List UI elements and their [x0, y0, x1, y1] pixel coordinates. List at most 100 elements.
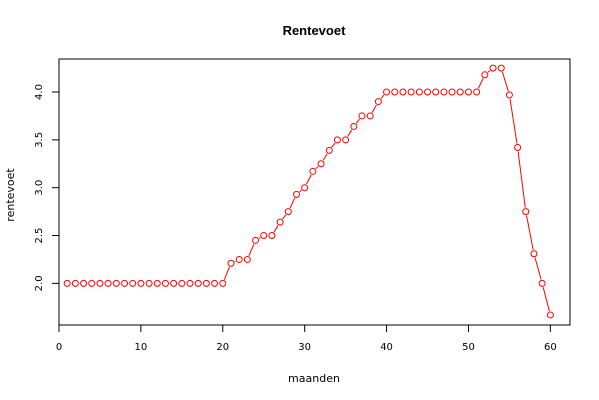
- series-line-segment: [306, 174, 312, 185]
- data-point: [219, 279, 227, 287]
- data-point: [194, 279, 202, 287]
- data-point: [129, 279, 137, 287]
- x-tick-label: 30: [298, 342, 311, 353]
- series-line-segment: [542, 287, 550, 312]
- data-point: [383, 88, 391, 96]
- data-point: [211, 279, 219, 287]
- data-point: [227, 259, 235, 267]
- data-point: [202, 279, 210, 287]
- series-line-segment: [534, 257, 542, 280]
- data-point: [276, 218, 284, 226]
- data-point: [112, 279, 120, 287]
- series-layer: [63, 64, 554, 319]
- data-point: [333, 136, 341, 144]
- data-point: [473, 88, 481, 96]
- data-point: [260, 232, 268, 240]
- data-point: [153, 279, 161, 287]
- data-point: [489, 64, 497, 72]
- data-point: [374, 98, 382, 106]
- series-line-segment: [331, 142, 336, 148]
- data-point: [137, 279, 145, 287]
- series-line-segment: [517, 151, 526, 208]
- data-point: [325, 146, 333, 154]
- chart-title: Rentevoet: [283, 23, 347, 38]
- series-line-segment: [526, 215, 534, 250]
- data-point: [424, 88, 432, 96]
- series-line-segment: [289, 197, 296, 209]
- data-point: [481, 71, 489, 79]
- series-line-segment: [322, 153, 328, 161]
- data-point: [440, 88, 448, 96]
- data-point: [104, 279, 112, 287]
- data-point: [284, 208, 292, 216]
- data-point: [317, 160, 325, 168]
- data-point: [432, 88, 440, 96]
- data-point: [170, 279, 178, 287]
- series-line-segment: [371, 104, 377, 113]
- data-point: [456, 88, 464, 96]
- y-tick-label: 3.5: [34, 132, 45, 148]
- data-point: [497, 64, 505, 72]
- data-point: [88, 279, 96, 287]
- series-line-segment: [355, 118, 360, 124]
- data-point: [358, 112, 366, 120]
- x-tick-label: 50: [462, 342, 475, 353]
- y-tick-label: 4.0: [34, 84, 45, 100]
- data-point: [80, 279, 88, 287]
- series-line-segment: [299, 189, 302, 193]
- data-point: [546, 311, 554, 319]
- series-line-segment: [487, 70, 491, 73]
- data-point: [71, 279, 79, 287]
- data-point: [121, 279, 129, 287]
- data-point: [96, 279, 104, 287]
- data-point: [464, 88, 472, 96]
- data-point: [252, 236, 260, 244]
- x-tick-label: 0: [56, 342, 62, 353]
- series-line-segment: [477, 78, 484, 89]
- series-line-segment: [501, 71, 509, 92]
- data-point: [186, 279, 194, 287]
- data-point: [415, 88, 423, 96]
- x-axis-label: maanden: [288, 372, 340, 385]
- series-line-segment: [315, 166, 319, 170]
- data-point: [161, 279, 169, 287]
- data-point: [309, 167, 317, 175]
- y-tick-label: 2.0: [34, 275, 45, 291]
- y-axis-label: rentevoet: [4, 168, 17, 222]
- series-line-segment: [282, 214, 287, 220]
- series-line-segment: [223, 266, 230, 280]
- y-tick-label: 2.5: [34, 228, 45, 244]
- data-point: [505, 91, 513, 99]
- data-point: [522, 208, 530, 216]
- data-point: [448, 88, 456, 96]
- data-point: [235, 255, 243, 263]
- data-point: [342, 136, 350, 144]
- data-point: [268, 232, 276, 240]
- series-line-segment: [248, 243, 255, 256]
- y-axis: 2.0 2.5 3.0 3.5 4.0: [34, 84, 60, 291]
- series-line-segment: [258, 237, 261, 239]
- y-tick-label: 3.0: [34, 180, 45, 196]
- data-point: [301, 184, 309, 192]
- x-tick-label: 20: [216, 342, 229, 353]
- data-point: [178, 279, 186, 287]
- series-line-segment: [347, 129, 353, 137]
- data-point: [407, 88, 415, 96]
- data-point: [530, 250, 538, 258]
- data-point: [399, 88, 407, 96]
- data-point: [63, 279, 71, 287]
- series-line-segment: [380, 94, 385, 99]
- data-point: [391, 88, 399, 96]
- x-tick-label: 60: [544, 342, 557, 353]
- data-point: [366, 112, 374, 120]
- x-axis: 0 10 20 30 40 50 60: [56, 324, 557, 353]
- data-point: [243, 255, 251, 263]
- data-point: [292, 190, 300, 198]
- data-point: [145, 279, 153, 287]
- series-line-segment: [509, 98, 518, 144]
- series-line-segment: [273, 225, 279, 233]
- x-tick-label: 40: [380, 342, 393, 353]
- data-point: [538, 279, 546, 287]
- data-point: [514, 144, 522, 152]
